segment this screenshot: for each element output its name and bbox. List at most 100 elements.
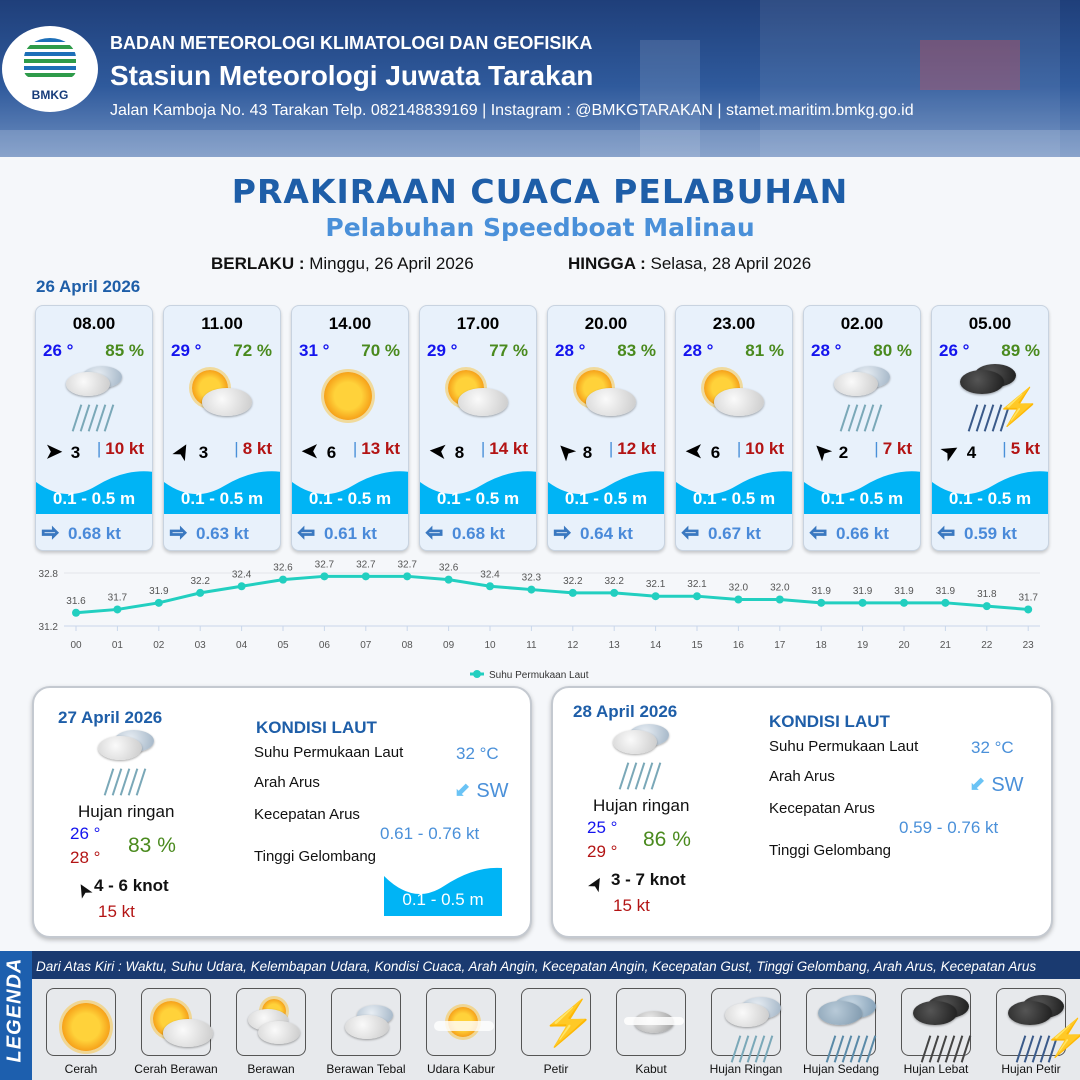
legend-item-berawan-tebal: Berawan Tebal (319, 988, 413, 1076)
x-tick-label: 20 (898, 640, 910, 651)
air-temp: 31 ° (299, 341, 330, 360)
condition-label: Hujan ringan (593, 796, 690, 815)
data-point (1024, 605, 1033, 614)
sst-value: 32 °C (456, 744, 499, 763)
air-temp: 29 ° (427, 341, 458, 360)
x-tick-label: 02 (153, 640, 165, 651)
legend-marker (473, 670, 481, 678)
forecast-time: 02.00 (840, 314, 884, 333)
wave-label: Tinggi Gelombang (254, 848, 377, 865)
current-arrow-left-icon: ⇦ (298, 522, 316, 545)
gust-speed: | 10 kt (96, 439, 144, 458)
day-panel-28: 28 April 2026 Hujan ringan 25 ° 29 ° 86 … (551, 686, 1053, 938)
temp-max: 29 ° (587, 842, 618, 861)
series-line (75, 574, 1029, 615)
forecast-card: 02.00 28 ° 80 % ➤ 2 | 7 kt 0.1 - 0.5 m ⇦ 0.… (803, 305, 921, 551)
hujan-ringan-icon (92, 728, 162, 800)
data-point (486, 582, 494, 591)
data-label: 31.9 (149, 586, 169, 597)
current-dir-value: ➡ SW (963, 770, 1024, 798)
agency-name: BADAN METEOROLOGI KLIMATOLOGI DAN GEOFIS… (110, 33, 593, 53)
current: ⇦ 0.67 kt (682, 522, 761, 545)
x-tick-label: 18 (816, 640, 828, 651)
wind-direction-icon: ➤ (685, 440, 703, 462)
gust: 15 kt (98, 902, 135, 921)
legend-item-berawan: Berawan (224, 988, 318, 1076)
data-point (361, 572, 370, 581)
forecast-time: 05.00 (968, 314, 1012, 333)
humidity: 89 % (1001, 341, 1040, 360)
forecast-card: 20.00 28 ° 83 % ➤ 8 | 12 kt 0.1 - 0.5 m ⇨ 0… (547, 305, 665, 551)
current-arrow-right-icon: ⇨ (42, 522, 60, 545)
wave-height: 0.1 - 0.5 m (564, 489, 648, 508)
condition-label: Hujan ringan (78, 802, 175, 821)
sea-condition-heading: KONDISI LAUT (769, 712, 890, 731)
wave-icon (932, 471, 1048, 514)
data-point (154, 598, 163, 607)
forecast-time: 14.00 (328, 314, 372, 333)
data-label: 32.3 (522, 573, 542, 584)
wave-height: 0.1 - 0.5 m (948, 489, 1032, 508)
legend-label: Petir (543, 1062, 569, 1076)
data-label: 32.7 (315, 560, 335, 570)
air-temp: 28 ° (555, 341, 586, 360)
humidity: 72 % (233, 341, 272, 360)
gust-speed: | 8 kt (234, 439, 272, 458)
wind: ➤ 2 | 7 kt (809, 437, 918, 464)
x-tick-label: 08 (402, 640, 414, 651)
data-label: 32.4 (480, 569, 500, 580)
forecast-time: 08.00 (72, 314, 116, 333)
hujan-petir-icon: ⚡ (956, 364, 1041, 436)
forecast-card: 08.00 26 ° 85 % ➤ 3 | 10 kt 0.1 - 0.5 m ⇨ 0… (35, 305, 153, 551)
wind: ➤4 - 6 knot (70, 876, 168, 901)
day-panel-27: 27 April 2026 Hujan ringan 26 ° 28 ° 83 … (32, 686, 532, 938)
berawan-icon (244, 995, 300, 1051)
page-title: PRAKIRAAN CUACA PELABUHAN (231, 172, 849, 211)
data-label: 32.2 (604, 576, 624, 587)
legend-item-hujan-sedang: Hujan Sedang (794, 988, 888, 1076)
forecast-card: 11.00 29 ° 72 % ➤ 3 | 8 kt 0.1 - 0.5 m ⇨ 0.… (163, 305, 281, 551)
data-label: 32.7 (356, 560, 376, 570)
current-arrow-left-icon: ⇦ (810, 522, 828, 545)
current-dir-value: ➡ SW (448, 776, 509, 804)
wave-height: 0.1 - 0.5 m (308, 489, 392, 508)
contact-info: Jalan Kamboja No. 43 Tarakan Telp. 08214… (110, 102, 914, 119)
cerah-berawan-icon (444, 364, 516, 436)
wave-height: 0.1 - 0.5 m (692, 489, 776, 508)
current-arrow-right-icon: ⇨ (170, 522, 188, 545)
legend-item-cerah: Cerah (34, 988, 128, 1076)
legend-item-petir: ⚡ Petir (509, 988, 603, 1076)
data-point (775, 595, 784, 604)
current: ⇨ 0.63 kt (170, 522, 249, 545)
berawan-tebal-icon (339, 995, 395, 1051)
forecast-card: 14.00 31 ° 70 % ➤ 6 | 13 kt 0.1 - 0.5 m ⇦ 0… (291, 305, 409, 551)
wind: ➤ 3 | 8 kt (169, 439, 278, 465)
wave-icon (804, 471, 920, 514)
cerah-berawan-icon (149, 995, 213, 1051)
sst-value: 32 °C (971, 738, 1014, 757)
arrow-sw-icon: ➡ (448, 776, 476, 804)
current-speed-label: Kecepatan Arus (254, 806, 360, 823)
data-label: 31.6 (66, 596, 86, 607)
air-temp: 29 ° (171, 341, 202, 360)
udara-kabur-icon (434, 995, 494, 1051)
data-label: 31.8 (977, 589, 997, 600)
current-speed-value: 0.59 - 0.76 kt (899, 818, 999, 837)
current-speed-value: 0.61 - 0.76 kt (380, 824, 480, 843)
legend-item-hujan-lebat: Hujan Lebat (889, 988, 983, 1076)
wind-direction-icon: ➤ (428, 439, 448, 463)
humidity: 83 % (128, 834, 176, 857)
air-temp: 28 ° (811, 341, 842, 360)
wind-direction-icon: ➤ (584, 873, 608, 895)
x-tick-label: 03 (195, 640, 207, 651)
data-point (941, 598, 950, 607)
current-speed-label: Kecepatan Arus (769, 800, 875, 817)
humidity: 77 % (489, 341, 528, 360)
data-point (817, 598, 826, 607)
x-tick-label: 00 (70, 640, 82, 651)
data-point (900, 598, 908, 607)
wind: ➤ 3 | 10 kt (42, 439, 150, 464)
wind-speed: 2 (838, 443, 849, 462)
wind-direction-icon: ➤ (72, 879, 96, 902)
x-tick-label: 15 (691, 640, 703, 651)
